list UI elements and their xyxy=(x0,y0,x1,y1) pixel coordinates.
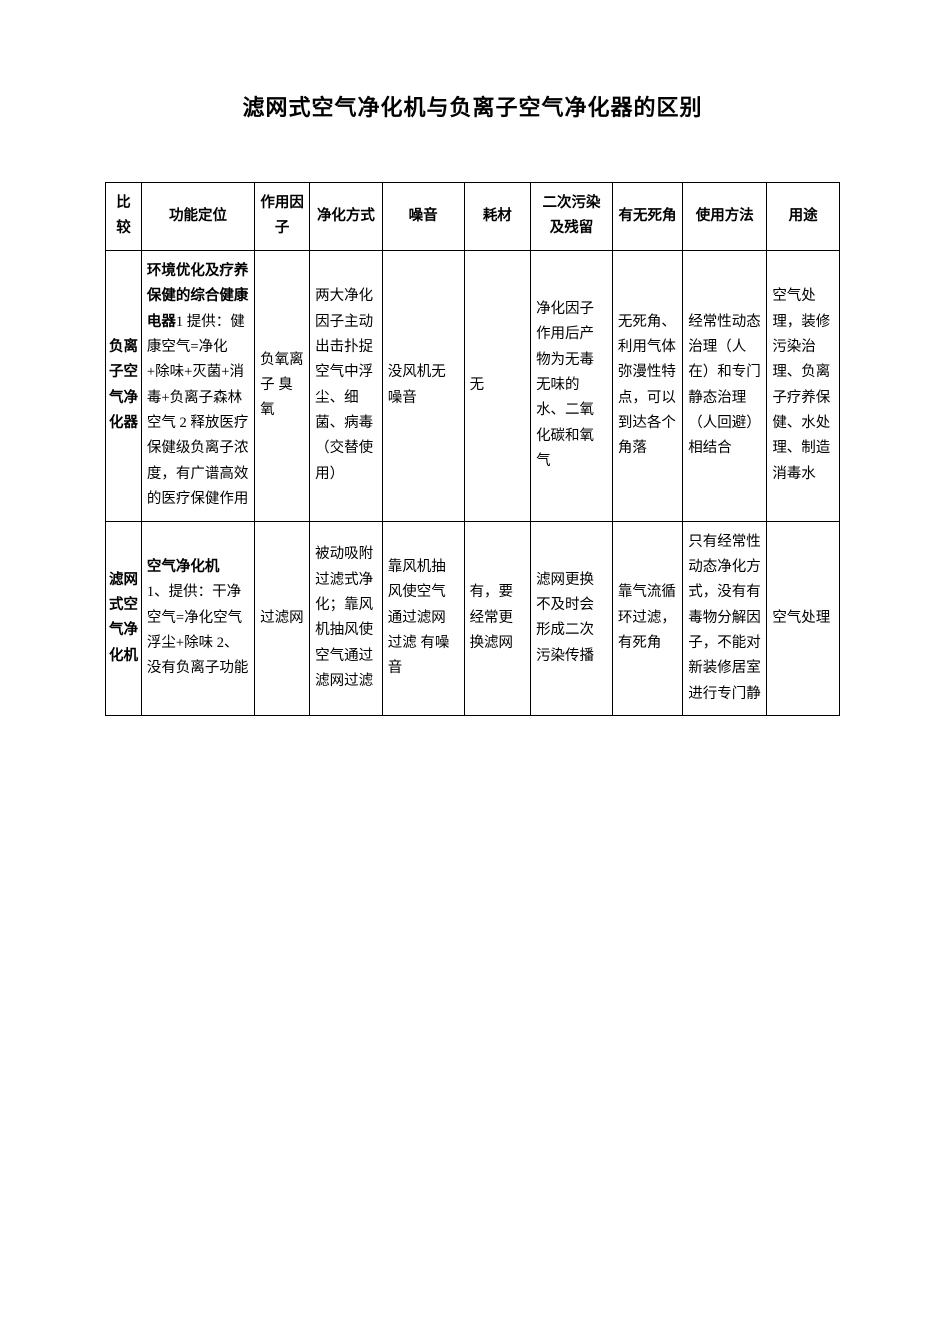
cell-usage: 经常性动态治理（人在）和专门静态治理（人回避）相结合 xyxy=(683,250,767,521)
cell-pollution: 滤网更换不及时会形成二次污染传播 xyxy=(531,521,613,716)
cell-function-rest: 1、提供：干净空气=净化空气浮尘+除味 2、没有负离子功能 xyxy=(147,584,249,676)
cell-purpose: 空气处理 xyxy=(767,521,840,716)
cell-material: 有，要经常更换滤网 xyxy=(464,521,531,716)
col-header-deadcorner: 有无死角 xyxy=(612,183,682,251)
col-header-noise: 噪音 xyxy=(382,183,464,251)
cell-function: 空气净化机 1、提供：干净空气=净化空气浮尘+除味 2、没有负离子功能 xyxy=(141,521,254,716)
col-header-method: 净化方式 xyxy=(310,183,383,251)
table-row: 滤网式空气净化机 空气净化机 1、提供：干净空气=净化空气浮尘+除味 2、没有负离… xyxy=(106,521,840,716)
cell-method: 被动吸附过滤式净化；靠风机抽风使空气通过滤网过滤 xyxy=(310,521,383,716)
cell-noise: 靠风机抽风使空气通过滤网过滤 有噪音 xyxy=(382,521,464,716)
cell-factor: 负氧离子 臭氧 xyxy=(255,250,310,521)
cell-usage: 只有经常性动态净化方式，没有有毒物分解因子，不能对新装修居室进行专门静 xyxy=(683,521,767,716)
row-label-filter: 滤网式空气净化机 xyxy=(106,521,142,716)
cell-noise: 没风机无噪音 xyxy=(382,250,464,521)
cell-deadcorner: 靠气流循环过滤，有死角 xyxy=(612,521,682,716)
table-header-row: 比较 功能定位 作用因子 净化方式 噪音 耗材 二次污染及残留 有无死角 使用方… xyxy=(106,183,840,251)
table-row: 负离子空气净化器 环境优化及疗养保健的综合健康电器1 提供：健康空气=净化+除味… xyxy=(106,250,840,521)
cell-purpose: 空气处理，装修污染治理、负离子疗养保健、水处理、制造消毒水 xyxy=(767,250,840,521)
document-title: 滤网式空气净化机与负离子空气净化器的区别 xyxy=(105,90,840,122)
cell-method: 两大净化因子主动出击扑捉空气中浮尘、细菌、病毒（交替使用） xyxy=(310,250,383,521)
cell-function-rest: 1 提供：健康空气=净化+除味+灭菌+消毒+负离子森林空气 2 释放医疗保健级负… xyxy=(147,314,249,508)
cell-function-strong: 空气净化机 xyxy=(147,559,220,575)
col-header-purpose: 用途 xyxy=(767,183,840,251)
cell-factor: 过滤网 xyxy=(255,521,310,716)
cell-deadcorner: 无死角、利用气体弥漫性特点，可以到达各个角落 xyxy=(612,250,682,521)
col-header-material: 耗材 xyxy=(464,183,531,251)
col-header-compare: 比较 xyxy=(106,183,142,251)
col-header-function: 功能定位 xyxy=(141,183,254,251)
row-label-ion: 负离子空气净化器 xyxy=(106,250,142,521)
col-header-usage: 使用方法 xyxy=(683,183,767,251)
cell-material: 无 xyxy=(464,250,531,521)
col-header-pollution: 二次污染及残留 xyxy=(531,183,613,251)
cell-function: 环境优化及疗养保健的综合健康电器1 提供：健康空气=净化+除味+灭菌+消毒+负离… xyxy=(141,250,254,521)
comparison-table: 比较 功能定位 作用因子 净化方式 噪音 耗材 二次污染及残留 有无死角 使用方… xyxy=(105,182,840,716)
col-header-factor: 作用因子 xyxy=(255,183,310,251)
cell-pollution: 净化因子作用后产物为无毒无味的水、二氧化碳和氧气 xyxy=(531,250,613,521)
